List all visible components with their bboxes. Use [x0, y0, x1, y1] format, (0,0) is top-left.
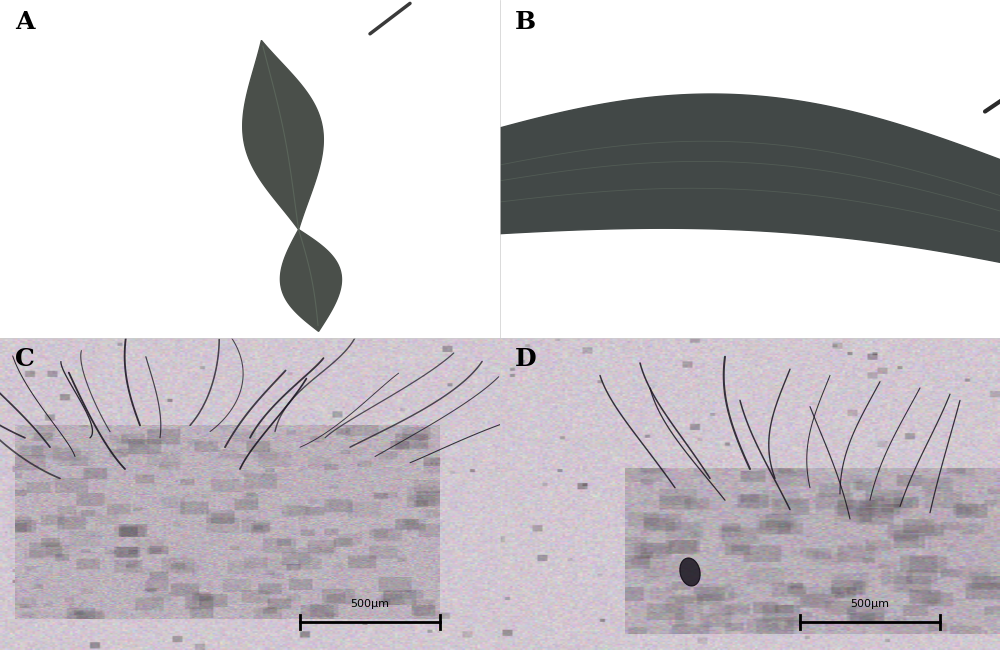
Text: 500μm: 500μm — [850, 599, 890, 610]
Text: B: B — [515, 10, 536, 34]
Text: D: D — [515, 347, 537, 371]
Ellipse shape — [680, 558, 700, 586]
Polygon shape — [243, 40, 341, 332]
Text: C: C — [15, 347, 35, 371]
Text: A: A — [15, 10, 34, 34]
Polygon shape — [450, 94, 1000, 267]
Text: 500μm: 500μm — [351, 599, 390, 610]
